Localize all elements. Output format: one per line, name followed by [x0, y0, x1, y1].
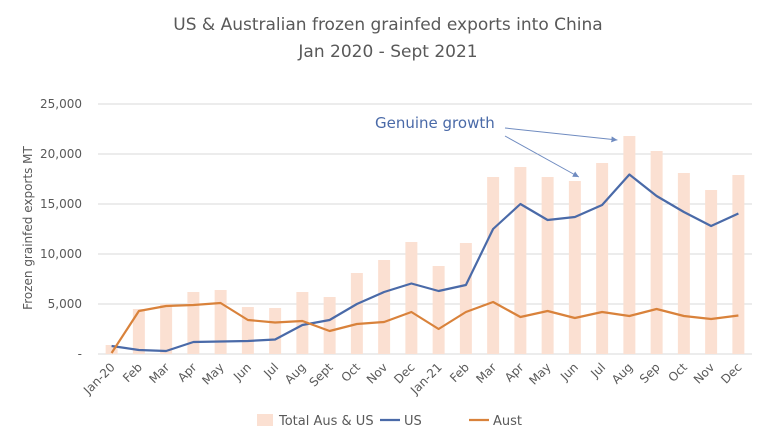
y-axis-label: Frozen grainfed exports MT	[21, 146, 35, 310]
y-tick-label: 10,000	[40, 247, 82, 261]
bar	[105, 345, 118, 354]
bar-series	[105, 136, 745, 354]
bar	[677, 173, 690, 354]
x-tick-label: Apr	[175, 360, 200, 385]
x-tick-label: Sep	[637, 360, 663, 386]
y-tick-label: 15,000	[40, 197, 82, 211]
x-tick-label: Jan-20	[80, 360, 118, 398]
bar	[132, 309, 145, 354]
series-line-us	[111, 173, 739, 353]
x-tick-label: Jul	[260, 360, 281, 381]
x-tick-label: Feb	[447, 360, 472, 385]
x-tick-label: Oct	[338, 360, 363, 385]
legend-label: Total Aus & US	[278, 414, 374, 429]
line-series	[110, 173, 739, 354]
x-tick-label: May	[199, 360, 226, 387]
bar	[378, 260, 391, 354]
bar	[623, 136, 636, 354]
legend-label: US	[404, 414, 422, 429]
x-tick-label: Mar	[473, 360, 499, 386]
bar	[487, 177, 500, 354]
y-tick-label: 20,000	[40, 147, 82, 161]
legend-label: Aust	[493, 414, 522, 429]
annotation-arrow	[504, 135, 580, 178]
bar	[405, 242, 418, 354]
bar	[541, 177, 554, 354]
legend: Total Aus & US US Aust	[257, 414, 522, 429]
bar	[214, 290, 227, 354]
x-tick-label: Jun	[230, 360, 254, 384]
chart-subtitle: Jan 2020 - Sept 2021	[297, 42, 477, 62]
x-tick-label: Feb	[120, 360, 145, 385]
bar	[241, 307, 254, 354]
y-tick-label: -	[78, 347, 82, 361]
x-tick-label: Dec	[718, 360, 744, 386]
bar	[160, 304, 173, 354]
bar	[269, 308, 282, 354]
chart-title: US & Australian frozen grainfed exports …	[173, 15, 602, 35]
annotation-text: Genuine growth	[375, 114, 495, 132]
x-tick-label: Mar	[146, 360, 172, 386]
bar	[459, 243, 472, 354]
legend-swatch	[257, 414, 273, 426]
x-tick-label: Aug	[609, 360, 635, 386]
y-tick-label: 5,000	[48, 297, 82, 311]
bar	[650, 151, 663, 354]
x-tick-label: Apr	[502, 360, 527, 385]
bar	[568, 181, 581, 354]
series-line-aust	[110, 300, 739, 354]
x-tick-label: May	[526, 360, 553, 387]
bar	[350, 273, 363, 354]
x-tick-label: Oct	[665, 360, 690, 385]
y-tick-label: 25,000	[40, 97, 82, 111]
y-tick-labels: - 5,000 10,000 15,000 20,000 25,000	[40, 97, 82, 361]
annotation-arrow	[504, 127, 618, 143]
annotation: Genuine growth	[375, 114, 618, 178]
bar	[596, 163, 609, 354]
x-tick-label: Sept	[307, 360, 336, 389]
bar	[432, 266, 445, 354]
x-tick-label: Jun	[557, 360, 581, 384]
x-tick-label: Nov	[364, 360, 390, 386]
bar	[732, 175, 745, 354]
bar	[187, 292, 200, 354]
x-tick-label: Aug	[282, 360, 308, 386]
bar	[514, 167, 527, 354]
bar	[296, 292, 309, 354]
bar	[705, 190, 718, 354]
bar	[323, 297, 336, 354]
x-tick-label: Nov	[691, 360, 717, 386]
x-tick-label: Jul	[587, 360, 608, 381]
